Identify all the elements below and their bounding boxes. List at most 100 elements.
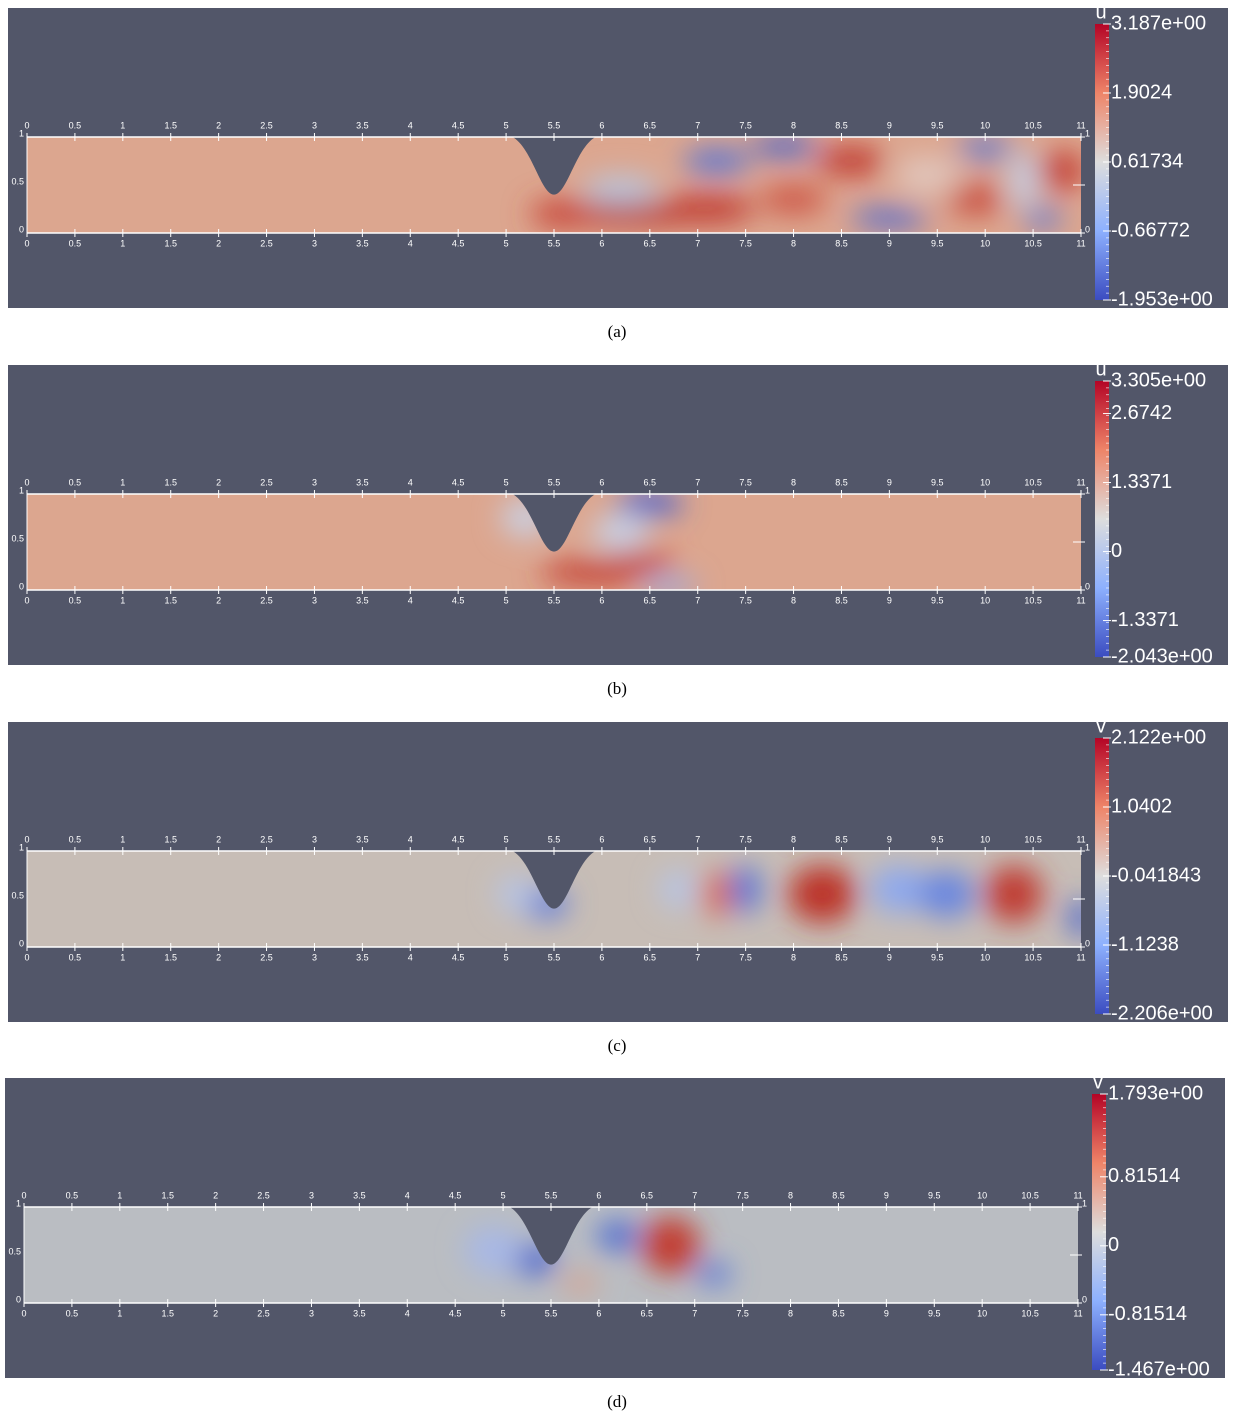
x-tick-label: 6.5 <box>644 952 657 962</box>
x-tick-label: 2 <box>216 595 221 605</box>
x-tick-label: 1.5 <box>164 120 177 130</box>
x-tick-label: 8 <box>791 477 796 487</box>
flow-blob <box>497 875 535 913</box>
y-tick-label: 0 <box>1082 1294 1087 1304</box>
x-tick-label: 8 <box>791 952 796 962</box>
x-tick-label: 0.5 <box>66 1190 79 1200</box>
x-tick-label: 0 <box>24 238 29 248</box>
x-tick-label: 0 <box>24 477 29 487</box>
y-tick-label: 1 <box>1085 842 1090 852</box>
x-tick-label: 10 <box>980 120 990 130</box>
x-tick-label: 9 <box>887 238 892 248</box>
colorbar-label: 2.6742 <box>1111 402 1172 424</box>
x-tick-label: 10.5 <box>1024 238 1042 248</box>
y-tick-label: 1 <box>1085 128 1090 138</box>
x-tick-label: 5.5 <box>548 952 561 962</box>
x-tick-label: 5.5 <box>548 477 561 487</box>
flow-blob <box>818 147 885 176</box>
x-tick-label: 3.5 <box>356 238 369 248</box>
y-tick-label: 0 <box>1085 581 1090 591</box>
flow-blob <box>561 1272 599 1295</box>
x-tick-label: 3 <box>312 477 317 487</box>
x-tick-label: 7.5 <box>739 477 752 487</box>
x-tick-label: 5.5 <box>548 120 561 130</box>
x-tick-label: 6.5 <box>644 477 657 487</box>
x-tick-label: 7 <box>695 834 700 844</box>
x-tick-label: 3 <box>312 238 317 248</box>
x-tick-label: 2.5 <box>260 595 273 605</box>
x-tick-label: 9.5 <box>928 1190 941 1200</box>
x-tick-label: 1 <box>120 595 125 605</box>
x-tick-label: 6 <box>596 1190 601 1200</box>
y-tick-label: 0.5 <box>11 176 24 186</box>
colorbar-label: -0.81514 <box>1108 1303 1187 1325</box>
y-tick-label: 1 <box>19 128 24 138</box>
x-tick-label: 6.5 <box>644 834 657 844</box>
x-tick-label: 0.5 <box>69 834 82 844</box>
x-tick-label: 8 <box>788 1190 793 1200</box>
x-tick-label: 5 <box>504 834 509 844</box>
flow-blob <box>642 1217 699 1275</box>
x-tick-label: 11 <box>1076 952 1085 962</box>
x-tick-label: 5.5 <box>548 238 561 248</box>
x-tick-label: 7 <box>695 238 700 248</box>
x-tick-label: 0 <box>24 952 29 962</box>
x-tick-label: 7 <box>692 1308 697 1318</box>
x-tick-label: 10.5 <box>1024 120 1042 130</box>
x-tick-label: 5.5 <box>545 1190 558 1200</box>
x-tick-label: 2 <box>216 952 221 962</box>
x-tick-label: 4 <box>408 834 413 844</box>
flow-blob <box>750 137 817 156</box>
colorbar-label: 1.793e+00 <box>1108 1082 1203 1104</box>
y-tick-label: 0.5 <box>11 890 24 900</box>
flow-blob <box>659 870 697 908</box>
x-tick-label: 3.5 <box>356 834 369 844</box>
x-tick-label: 2 <box>213 1308 218 1318</box>
x-tick-label: 7.5 <box>739 834 752 844</box>
x-tick-label: 5 <box>504 952 509 962</box>
x-tick-label: 7 <box>695 952 700 962</box>
figure: 000.50.5111.51.5222.52.5333.53.5444.54.5… <box>0 0 1237 1416</box>
x-tick-label: 5.5 <box>545 1308 558 1318</box>
x-tick-label: 1 <box>120 120 125 130</box>
x-tick-label: 7.5 <box>739 238 752 248</box>
x-tick-label: 9 <box>887 952 892 962</box>
x-tick-label: 9 <box>887 595 892 605</box>
flow-blob <box>465 1226 522 1274</box>
colorbar-label: 2.122e+00 <box>1111 726 1206 748</box>
x-tick-label: 5 <box>504 120 509 130</box>
x-tick-label: 4 <box>408 120 413 130</box>
colorbar-label: 1.0402 <box>1111 795 1172 817</box>
x-tick-label: 4 <box>408 477 413 487</box>
x-tick-label: 8.5 <box>835 595 848 605</box>
flow-blob <box>918 870 975 918</box>
x-tick-label: 1 <box>117 1190 122 1200</box>
x-tick-label: 9 <box>884 1190 889 1200</box>
flow-blob <box>1009 151 1038 209</box>
x-tick-label: 4 <box>405 1308 410 1318</box>
x-tick-label: 8.5 <box>832 1190 845 1200</box>
colorbar-label: 0.81514 <box>1108 1165 1180 1187</box>
flow-blob <box>1038 151 1086 189</box>
x-tick-label: 10.5 <box>1024 834 1042 844</box>
colorbar-label: -1.467e+00 <box>1108 1358 1210 1380</box>
x-tick-label: 4.5 <box>452 120 465 130</box>
x-tick-label: 10.5 <box>1021 1308 1039 1318</box>
x-tick-label: 8.5 <box>835 834 848 844</box>
x-tick-label: 3.5 <box>353 1308 366 1318</box>
x-tick-label: 9.5 <box>928 1308 941 1318</box>
x-tick-label: 2 <box>216 120 221 130</box>
x-tick-label: 9.5 <box>931 477 944 487</box>
x-tick-label: 1.5 <box>164 595 177 605</box>
x-tick-label: 8.5 <box>835 120 848 130</box>
x-tick-label: 3 <box>312 595 317 605</box>
x-tick-label: 3 <box>312 952 317 962</box>
x-tick-label: 7 <box>695 477 700 487</box>
x-tick-label: 5 <box>501 1190 506 1200</box>
flow-blob <box>659 195 755 224</box>
x-tick-label: 9 <box>884 1308 889 1318</box>
x-tick-label: 6 <box>599 477 604 487</box>
flow-blob <box>683 149 750 172</box>
y-tick-label: 1 <box>19 842 24 852</box>
x-tick-label: 5 <box>504 238 509 248</box>
